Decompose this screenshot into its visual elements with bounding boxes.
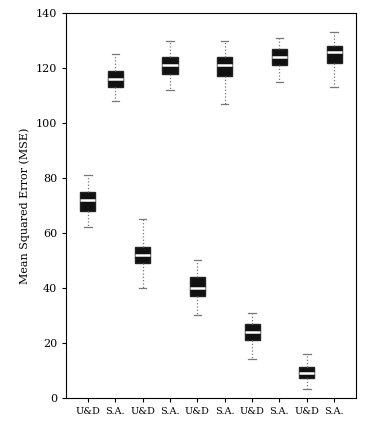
- PathPatch shape: [163, 57, 178, 73]
- PathPatch shape: [190, 277, 205, 296]
- PathPatch shape: [217, 57, 232, 76]
- PathPatch shape: [327, 46, 342, 62]
- Y-axis label: Mean Squared Error (MSE): Mean Squared Error (MSE): [19, 127, 30, 284]
- PathPatch shape: [299, 368, 314, 378]
- PathPatch shape: [135, 246, 150, 263]
- PathPatch shape: [108, 71, 123, 87]
- PathPatch shape: [244, 323, 259, 340]
- PathPatch shape: [80, 192, 95, 211]
- PathPatch shape: [272, 49, 287, 65]
